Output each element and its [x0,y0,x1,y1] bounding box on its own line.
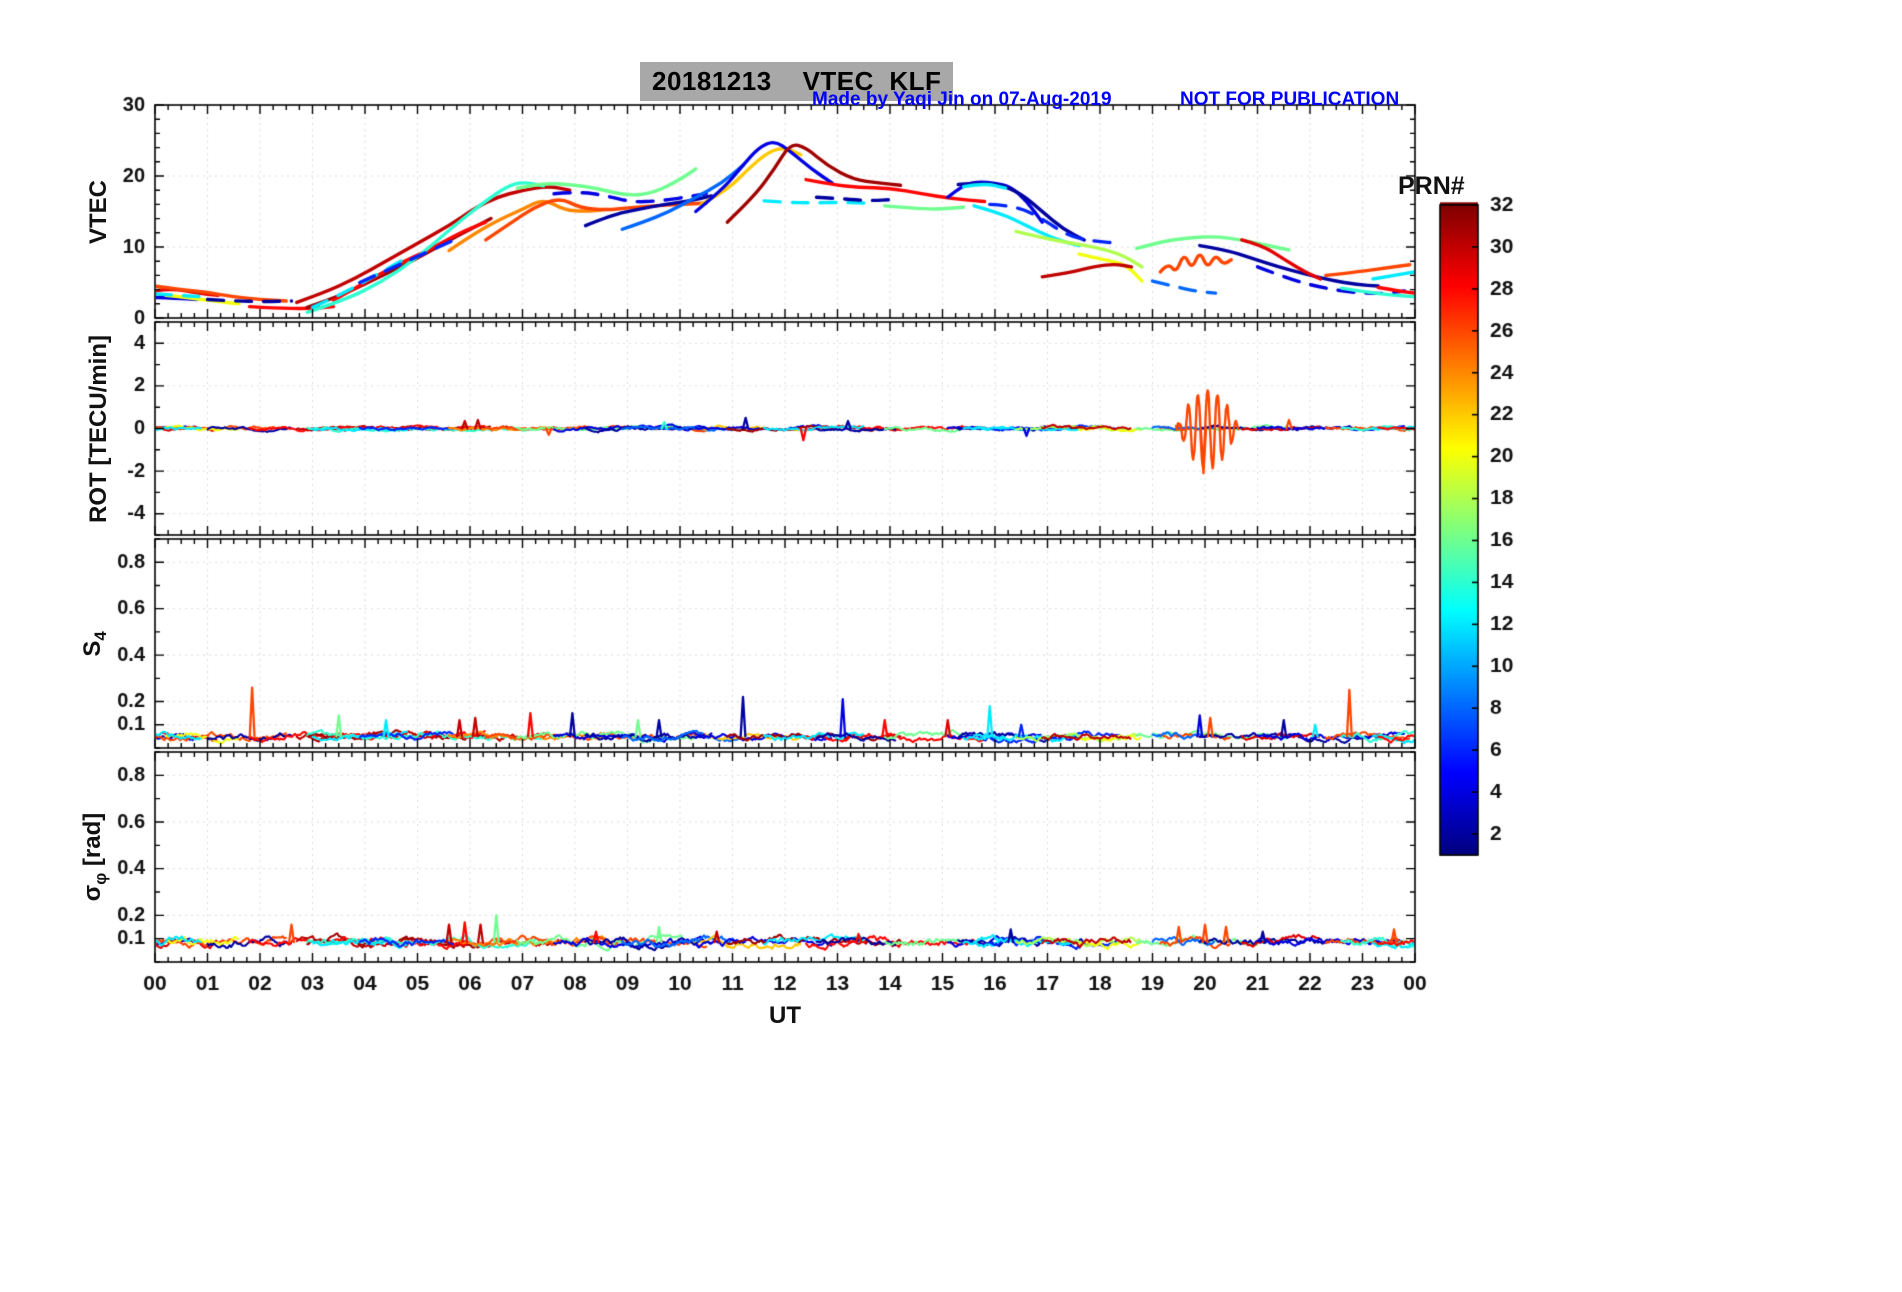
ylabel-rot: ROT [TECU/min] [85,335,112,523]
ylabel-s4: S4 [79,631,110,657]
figure-title: 20181213 VTEC KLF [640,62,954,101]
credit-annotation: Made by Yaqi Jin on 07-Aug-2019 [812,89,1112,110]
ylabel-sigma-phi: σφ [rad] [79,812,110,902]
not-for-publication-annotation: NOT FOR PUBLICATION [1180,89,1400,110]
xlabel-ut: UT [769,1002,801,1029]
ylabel-vtec: VTEC [85,179,112,245]
colorbar-title: PRN# [1398,172,1465,200]
